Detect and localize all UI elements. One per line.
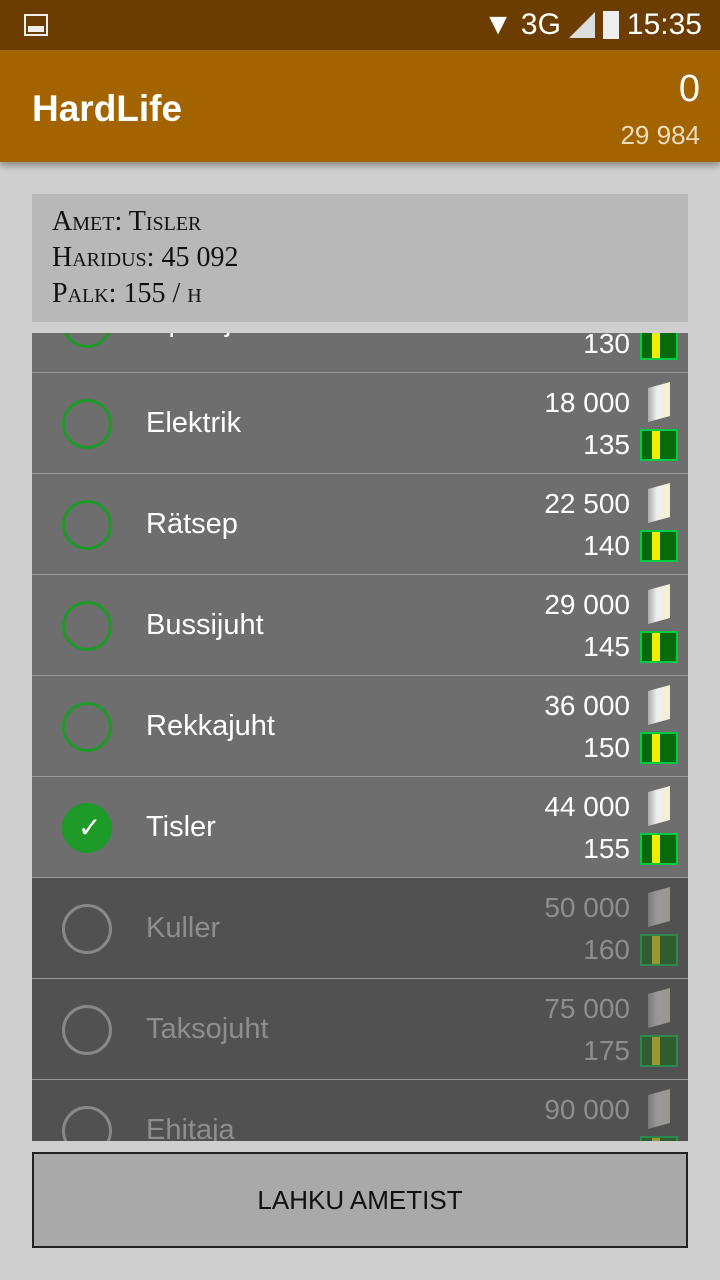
money-stack-icon [640, 530, 678, 562]
app-title: HardLife [32, 88, 183, 129]
radio-icon[interactable] [62, 333, 112, 348]
job-education-req: 50 000 [544, 892, 630, 923]
job-education-req: 29 000 [544, 589, 630, 620]
job-pay: 140 [583, 530, 630, 561]
job-education-req: 18 000 [544, 387, 630, 418]
job-name: Ehitaja [146, 1114, 235, 1141]
job-name: Rekkajuht [146, 710, 275, 742]
job-row[interactable]: Ehitaja 90 000 [32, 1080, 688, 1141]
radio-icon[interactable] [62, 904, 112, 954]
radio-icon[interactable] [62, 1106, 112, 1141]
book-icon [648, 483, 670, 523]
book-icon [648, 382, 670, 422]
job-info-panel: Amet: Tisler Haridus: 45 092 Palk: 155 /… [32, 194, 688, 322]
app-bar: HardLife 0 29 984 [0, 50, 720, 162]
job-name: Bussijuht [146, 609, 264, 641]
signal-icon [568, 12, 595, 38]
radio-icon[interactable] [62, 601, 112, 651]
image-notification-icon [24, 14, 48, 36]
job-row[interactable]: Kuller 50 000 160 [32, 878, 688, 979]
money-stack-icon [640, 732, 678, 764]
clock: 15:35 [626, 8, 702, 41]
money-stack-icon [640, 333, 678, 360]
radio-icon[interactable] [62, 1005, 112, 1055]
book-icon [648, 786, 670, 826]
money-stack-icon [640, 1136, 678, 1141]
wifi-icon: ▼ [483, 8, 513, 41]
job-list[interactable]: Õpetaja 130 Elektrik 18 000 135 Rätsep 2… [32, 333, 688, 1141]
job-name: Õpetaja [146, 333, 248, 339]
network-type: 3G [520, 8, 561, 41]
job-name: Tisler [146, 811, 216, 843]
radio-checked-icon[interactable] [62, 803, 112, 853]
job-pay: 155 [583, 833, 630, 864]
job-education-req: 90 000 [544, 1094, 630, 1125]
job-name: Taksojuht [146, 1013, 269, 1045]
money-stack-icon [640, 631, 678, 663]
job-row[interactable]: Elektrik 18 000 135 [32, 373, 688, 474]
job-row[interactable]: Rekkajuht 36 000 150 [32, 676, 688, 777]
job-name: Kuller [146, 912, 221, 944]
money-stack-icon [640, 1035, 678, 1067]
job-pay: 175 [583, 1035, 630, 1066]
status-bar: ▼ 3G 15:35 [0, 0, 720, 50]
current-job: Amet: Tisler [52, 206, 202, 237]
money-stack-icon [640, 429, 678, 461]
current-salary: Palk: 155 / h [52, 278, 202, 309]
book-icon [648, 887, 670, 927]
job-row[interactable]: Tisler 44 000 155 [32, 777, 688, 878]
job-education-req: 44 000 [544, 791, 630, 822]
job-pay: 130 [583, 333, 630, 359]
radio-icon[interactable] [62, 500, 112, 550]
job-pay: 160 [583, 934, 630, 965]
battery-icon [602, 11, 619, 39]
book-icon [648, 584, 670, 624]
job-row[interactable]: Bussijuht 29 000 145 [32, 575, 688, 676]
book-icon [648, 1089, 670, 1129]
job-row[interactable]: Taksojuht 75 000 175 [32, 979, 688, 1080]
job-pay: 135 [583, 429, 630, 460]
job-education-req: 22 500 [544, 488, 630, 519]
job-pay: 145 [583, 631, 630, 662]
education-value: 29 984 [620, 120, 700, 150]
money-stack-icon [640, 833, 678, 865]
job-name: Rätsep [146, 508, 238, 540]
money-value: 0 [678, 68, 700, 110]
quit-job-button[interactable]: LAHKU AMETIST [32, 1152, 688, 1248]
book-icon [648, 988, 670, 1028]
job-row[interactable]: Rätsep 22 500 140 [32, 474, 688, 575]
job-education-req: 75 000 [544, 993, 630, 1024]
money-stack-icon [640, 934, 678, 966]
job-pay: 150 [583, 732, 630, 763]
current-education: Haridus: 45 092 [52, 242, 239, 273]
job-education-req: 36 000 [544, 690, 630, 721]
radio-icon[interactable] [62, 702, 112, 752]
book-icon [648, 685, 670, 725]
job-name: Elektrik [146, 407, 242, 439]
job-row[interactable]: Õpetaja 130 [32, 333, 688, 373]
radio-icon[interactable] [62, 399, 112, 449]
